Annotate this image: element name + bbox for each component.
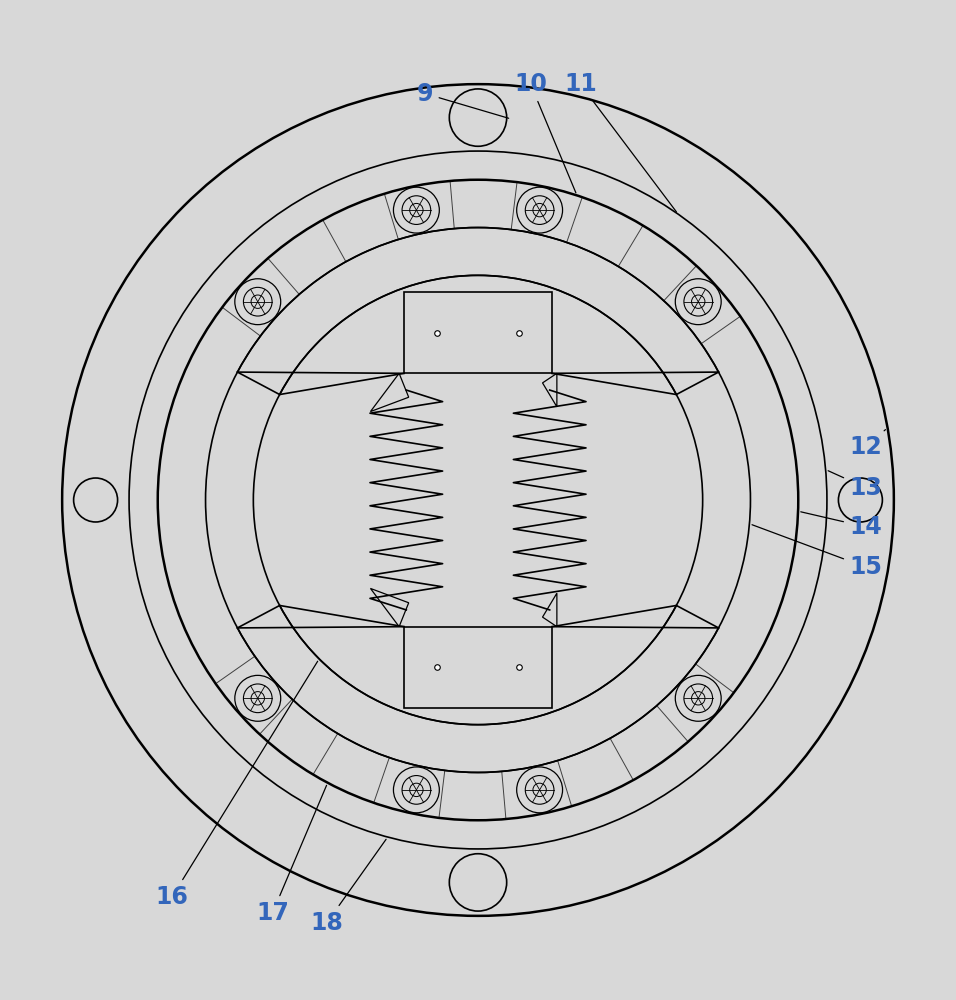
Text: 17: 17	[256, 785, 327, 925]
Text: 15: 15	[752, 525, 881, 579]
Text: 9: 9	[417, 82, 509, 118]
Text: 11: 11	[564, 72, 677, 212]
Bar	[403, 627, 553, 708]
Text: 10: 10	[514, 72, 576, 193]
Text: 14: 14	[801, 512, 881, 539]
Text: 12: 12	[849, 430, 885, 459]
Text: 16: 16	[156, 661, 317, 909]
Text: 13: 13	[828, 471, 881, 500]
Bar	[403, 292, 553, 373]
Text: 18: 18	[311, 839, 386, 935]
